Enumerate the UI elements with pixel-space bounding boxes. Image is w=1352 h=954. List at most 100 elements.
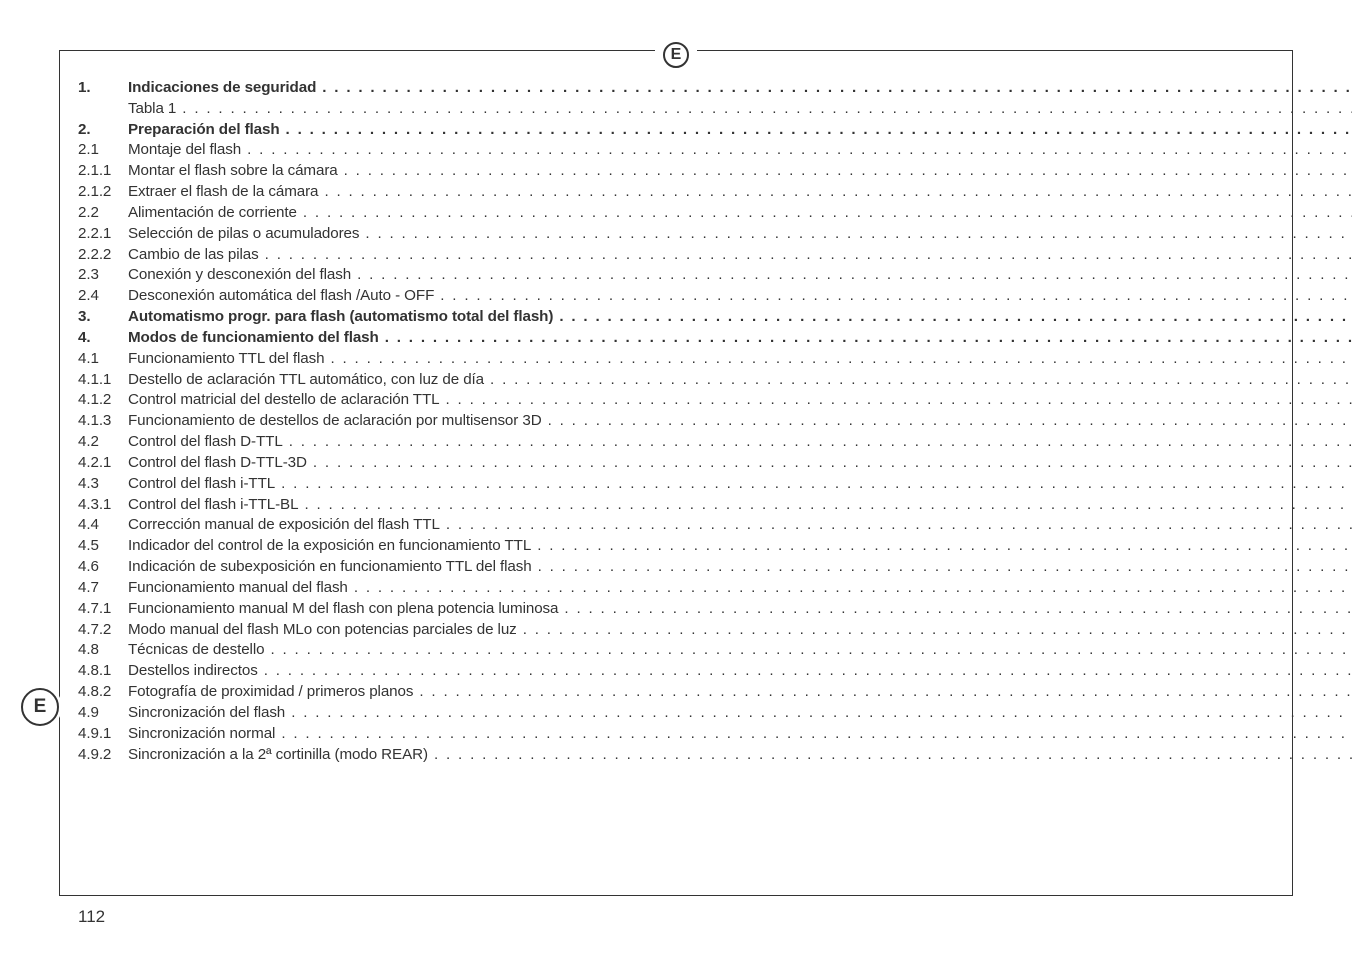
toc-number: 4.3	[78, 474, 128, 495]
toc-number: 4.7.1	[78, 599, 128, 620]
toc-number: 2.2.2	[78, 245, 128, 266]
toc-row: 2.4Desconexión automática del flash /Aut…	[78, 286, 1352, 307]
toc-number: 4.	[78, 328, 128, 349]
toc-row: 4.2Control del flash D-TTL119	[78, 432, 1352, 453]
toc-row: 2.2.1Selección de pilas o acumuladores11…	[78, 224, 1352, 245]
toc-row: 4.5Indicador del control de la exposició…	[78, 536, 1352, 557]
toc-row: 4.1.3Funcionamiento de destellos de acla…	[78, 411, 1352, 432]
toc-title: Desconexión automática del flash /Auto -…	[128, 286, 1352, 307]
toc-row: 4.1.1Destello de aclaración TTL automáti…	[78, 370, 1352, 391]
toc-title: Funcionamiento manual M del flash con pl…	[128, 599, 1352, 620]
toc-title: Control matricial del destello de aclara…	[128, 390, 1352, 411]
toc-row: 4.1.2Control matricial del destello de a…	[78, 390, 1352, 411]
toc-number: 4.2.1	[78, 453, 128, 474]
toc-row: 4.9.1Sincronización normal123	[78, 724, 1352, 745]
toc-row: 4.1Funcionamiento TTL del flash117	[78, 349, 1352, 370]
toc-title: Selección de pilas o acumuladores	[128, 224, 1352, 245]
toc-title: Cambio de las pilas	[128, 245, 1352, 266]
toc-title: Fotografía de proximidad / primeros plan…	[128, 682, 1352, 703]
toc-title: Sincronización normal	[128, 724, 1352, 745]
language-letter-top: E	[663, 42, 689, 68]
toc-number: 2.1.2	[78, 182, 128, 203]
toc-row: 2.3Conexión y desconexión del flash115	[78, 265, 1352, 286]
toc-number: 2.1.1	[78, 161, 128, 182]
toc-number: 4.2	[78, 432, 128, 453]
toc-row: 2.2Alimentación de corriente115	[78, 203, 1352, 224]
page-number: 112	[78, 907, 105, 927]
toc-row: 2.1Montaje del flash115	[78, 140, 1352, 161]
toc-row: 4.8Técnicas de destello123	[78, 640, 1352, 661]
toc-number: 4.9.1	[78, 724, 128, 745]
toc-row: 4.6Indicación de subexposición en funcio…	[78, 557, 1352, 578]
toc-number: 4.1.2	[78, 390, 128, 411]
toc-title: Control del flash D-TTL-3D	[128, 453, 1352, 474]
toc-number: 4.9	[78, 703, 128, 724]
toc-number: 4.5	[78, 536, 128, 557]
toc-row: 4.4Corrección manual de exposición del f…	[78, 515, 1352, 536]
toc-title: Indicaciones de seguridad	[128, 78, 1352, 99]
toc-title: Funcionamiento de destellos de aclaració…	[128, 411, 1352, 432]
toc-columns: 1.Indicaciones de seguridad113Tabla 1114…	[78, 78, 1274, 868]
toc-number: 4.9.2	[78, 745, 128, 766]
language-tab-side: E	[21, 688, 59, 726]
toc-row: 4.9Sincronización del flash123	[78, 703, 1352, 724]
toc-title: Técnicas de destello	[128, 640, 1352, 661]
toc-number: 4.1	[78, 349, 128, 370]
toc-number: 4.8.1	[78, 661, 128, 682]
toc-row: 2.2.2Cambio de las pilas115	[78, 245, 1352, 266]
toc-number: 4.3.1	[78, 495, 128, 516]
toc-title: Indicación de subexposición en funcionam…	[128, 557, 1352, 578]
toc-number: 4.1.3	[78, 411, 128, 432]
toc-title: Montaje del flash	[128, 140, 1352, 161]
toc-number: 4.1.1	[78, 370, 128, 391]
toc-title: Modos de funcionamiento del flash	[128, 328, 1352, 349]
toc-row: 4.8.2Fotografía de proximidad / primeros…	[78, 682, 1352, 703]
toc-row: 4.7.2Modo manual del flash MLo con poten…	[78, 620, 1352, 641]
toc-number: 2.3	[78, 265, 128, 286]
toc-number: 4.8.2	[78, 682, 128, 703]
toc-title: Control del flash D-TTL	[128, 432, 1352, 453]
toc-number: 2.	[78, 120, 128, 141]
toc-title: Control del flash i-TTL-BL	[128, 495, 1352, 516]
toc-row: 4.7.1Funcionamiento manual M del flash c…	[78, 599, 1352, 620]
toc-title: Sincronización del flash	[128, 703, 1352, 724]
toc-title: Destellos indirectos	[128, 661, 1352, 682]
toc-title: Funcionamiento manual del flash	[128, 578, 1352, 599]
toc-number: 4.6	[78, 557, 128, 578]
toc-column-left: 1.Indicaciones de seguridad113Tabla 1114…	[78, 78, 1352, 868]
toc-row: 3.Automatismo progr. para flash (automat…	[78, 307, 1352, 328]
toc-row: 4.9.2Sincronización a la 2ª cortinilla (…	[78, 745, 1352, 766]
toc-row: 4.3.1Control del flash i-TTL-BL120	[78, 495, 1352, 516]
toc-row: 4.3Control del flash i-TTL120	[78, 474, 1352, 495]
toc-title: Tabla 1	[128, 99, 1352, 120]
toc-row: 2.Preparación del flash115	[78, 120, 1352, 141]
language-letter-side: E	[34, 696, 47, 717]
language-badge-top: E	[655, 42, 697, 68]
toc-title: Montar el flash sobre la cámara	[128, 161, 1352, 182]
toc-title: Automatismo progr. para flash (automatis…	[128, 307, 1352, 328]
toc-number: 4.7	[78, 578, 128, 599]
toc-row: 4.2.1Control del flash D-TTL-3D119	[78, 453, 1352, 474]
toc-row: Tabla 1114	[78, 99, 1352, 120]
toc-title: Conexión y desconexión del flash	[128, 265, 1352, 286]
toc-number: 4.7.2	[78, 620, 128, 641]
toc-row: 4.8.1Destellos indirectos123	[78, 661, 1352, 682]
toc-row: 2.1.1Montar el flash sobre la cámara115	[78, 161, 1352, 182]
toc-title: Sincronización a la 2ª cortinilla (modo …	[128, 745, 1352, 766]
toc-title: Destello de aclaración TTL automático, c…	[128, 370, 1352, 391]
toc-row: 2.1.2Extraer el flash de la cámara115	[78, 182, 1352, 203]
toc-number: 2.2.1	[78, 224, 128, 245]
toc-number: 1.	[78, 78, 128, 99]
toc-title: Preparación del flash	[128, 120, 1352, 141]
toc-number: 3.	[78, 307, 128, 328]
toc-number: 2.4	[78, 286, 128, 307]
toc-number: 4.8	[78, 640, 128, 661]
toc-title: Funcionamiento TTL del flash	[128, 349, 1352, 370]
toc-number: 2.2	[78, 203, 128, 224]
toc-number: 4.4	[78, 515, 128, 536]
toc-title: Alimentación de corriente	[128, 203, 1352, 224]
toc-title: Modo manual del flash MLo con potencias …	[128, 620, 1352, 641]
toc-number: 2.1	[78, 140, 128, 161]
toc-title: Extraer el flash de la cámara	[128, 182, 1352, 203]
toc-row: 4.7Funcionamiento manual del flash122	[78, 578, 1352, 599]
